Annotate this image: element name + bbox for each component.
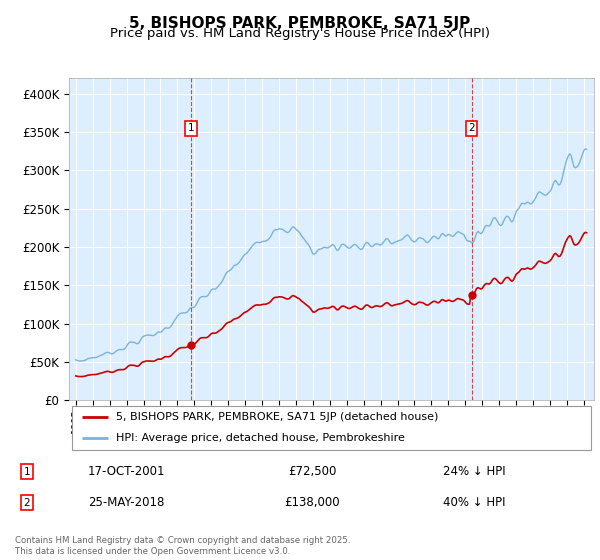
Text: 5, BISHOPS PARK, PEMBROKE, SA71 5JP: 5, BISHOPS PARK, PEMBROKE, SA71 5JP <box>130 16 470 31</box>
Text: 2: 2 <box>23 498 31 507</box>
Text: Contains HM Land Registry data © Crown copyright and database right 2025.
This d: Contains HM Land Registry data © Crown c… <box>15 536 350 556</box>
Text: HPI: Average price, detached house, Pembrokeshire: HPI: Average price, detached house, Pemb… <box>116 433 405 444</box>
Text: 40% ↓ HPI: 40% ↓ HPI <box>443 496 505 509</box>
Text: 5, BISHOPS PARK, PEMBROKE, SA71 5JP (detached house): 5, BISHOPS PARK, PEMBROKE, SA71 5JP (det… <box>116 412 439 422</box>
Text: 1: 1 <box>187 123 194 133</box>
Text: £138,000: £138,000 <box>284 496 340 509</box>
Text: 17-OCT-2001: 17-OCT-2001 <box>87 465 165 478</box>
Text: 1: 1 <box>23 467 31 477</box>
Text: 2: 2 <box>468 123 475 133</box>
Text: 25-MAY-2018: 25-MAY-2018 <box>88 496 164 509</box>
Text: Price paid vs. HM Land Registry's House Price Index (HPI): Price paid vs. HM Land Registry's House … <box>110 27 490 40</box>
FancyBboxPatch shape <box>71 406 592 450</box>
Text: 24% ↓ HPI: 24% ↓ HPI <box>443 465 505 478</box>
Text: £72,500: £72,500 <box>288 465 336 478</box>
